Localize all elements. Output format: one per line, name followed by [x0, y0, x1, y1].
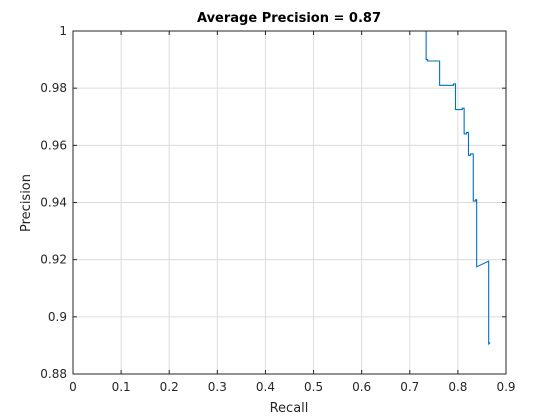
x-tick-label: 0.2: [160, 380, 179, 394]
x-tick-label: 0.5: [304, 380, 323, 394]
x-tick-label: 0.8: [448, 380, 467, 394]
series-lines: [73, 30, 491, 346]
x-axis-label: Recall: [270, 401, 309, 416]
chart-title: Average Precision = 0.87: [197, 11, 381, 26]
y-tick-labels: 0.88 0.9 0.92 0.94 0.96 0.98 1: [40, 24, 67, 381]
y-tick-label: 0.94: [40, 196, 67, 210]
y-tick-label: 1: [59, 24, 67, 38]
y-tick-label: 0.88: [40, 367, 67, 381]
y-axis-label: Precision: [19, 174, 34, 232]
x-tick-labels: 0 0.1 0.2 0.3 0.4 0.5 0.6 0.7 0.8 0.9: [69, 380, 515, 394]
precision-recall-curve: [73, 30, 491, 346]
x-tick-label: 0.6: [352, 380, 371, 394]
x-tick-label: 0.9: [496, 380, 515, 394]
axes-box: [72, 30, 507, 375]
y-tick-label: 0.9: [48, 310, 67, 324]
x-tick-label: 0.7: [400, 380, 419, 394]
x-tick-label: 0: [69, 380, 77, 394]
y-tick-label: 0.98: [40, 81, 67, 95]
x-tick-label: 0.4: [256, 380, 275, 394]
x-tick-label: 0.3: [208, 380, 227, 394]
y-tick-label: 0.92: [40, 253, 67, 267]
x-tick-label: 0.1: [112, 380, 131, 394]
y-tick-label: 0.96: [40, 138, 67, 152]
